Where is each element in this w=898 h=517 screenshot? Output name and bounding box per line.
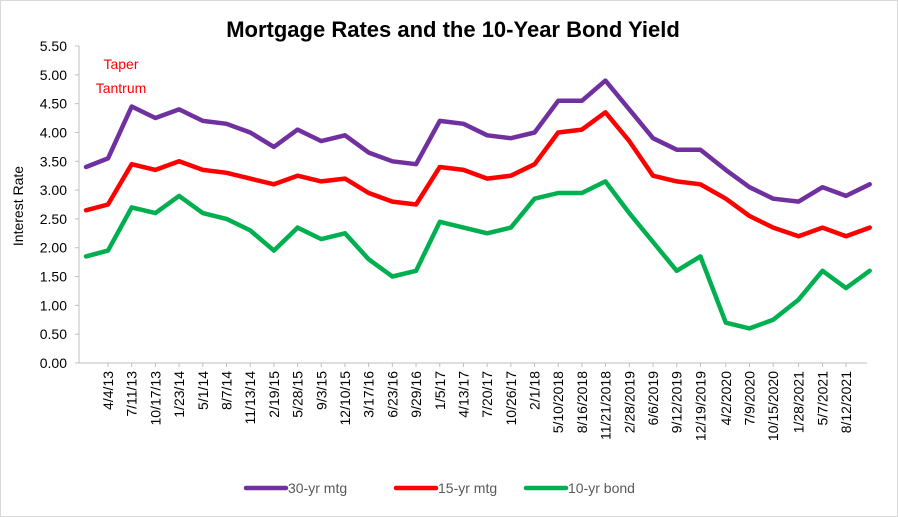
series-lines — [83, 78, 872, 331]
x-tick-label: 10/15/2020 — [765, 371, 781, 441]
y-tick-label: 2.00 — [40, 240, 67, 256]
x-tick-label: 4/2/2020 — [718, 371, 734, 426]
x-tick-label: 2/28/2019 — [621, 371, 637, 433]
legend-label: 30-yr mtg — [288, 480, 347, 496]
y-tick-label: 2.50 — [40, 211, 67, 227]
legend-label: 10-yr bond — [568, 480, 635, 496]
series-line-15-yr-mtg — [83, 110, 872, 239]
x-tick-label: 5/7/2021 — [815, 371, 831, 426]
chart-title: Mortgage Rates and the 10-Year Bond Yiel… — [226, 17, 680, 42]
y-axis-label: Interest Rate — [10, 166, 26, 246]
x-tick-label: 10/26/17 — [503, 371, 519, 426]
y-tick-label: 3.00 — [40, 182, 67, 198]
annotation-taper: Taper — [103, 56, 138, 72]
x-tick-label: 3/17/16 — [361, 371, 377, 418]
x-tick-label: 2/19/15 — [266, 371, 282, 418]
y-tick-label: 0.50 — [40, 326, 67, 342]
x-tick-label: 9/3/15 — [313, 371, 329, 410]
x-tick-label: 1/5/17 — [432, 371, 448, 410]
x-tick-label: 9/12/2019 — [669, 371, 685, 433]
y-tick-label: 5.00 — [40, 67, 67, 83]
x-tick-label: 5/10/2018 — [550, 371, 566, 433]
y-tick-label: 4.00 — [40, 124, 67, 140]
legend: 30-yr mtg 15-yr mtg 10-yr bond — [243, 480, 635, 496]
x-tick-label: 11/13/14 — [242, 371, 258, 425]
x-tick-label: 10/17/13 — [147, 371, 163, 426]
x-tick-label: 6/6/2019 — [645, 371, 661, 426]
y-tick-label: 4.50 — [40, 96, 67, 112]
x-tick-label: 8/7/14 — [218, 371, 234, 410]
x-tick-label: 7/20/17 — [479, 371, 495, 418]
x-tick-label: 1/28/2021 — [791, 371, 807, 433]
x-tick-label: 6/23/16 — [384, 371, 400, 418]
x-tick-label: 9/29/16 — [408, 371, 424, 418]
x-tick-label: 12/19/2019 — [692, 371, 708, 441]
y-tick-label: 0.00 — [40, 355, 67, 371]
x-tick-label: 1/23/14 — [171, 371, 187, 418]
x-tick-label: 7/11/13 — [124, 371, 140, 417]
series-line-30-yr-mtg — [83, 78, 872, 204]
x-tick-label: 8/16/2018 — [574, 371, 590, 433]
x-tick-label: 11/21/2018 — [597, 371, 613, 440]
x-tick-label: 2/1/18 — [527, 371, 543, 410]
x-tick-label: 8/12/2021 — [838, 371, 854, 433]
annotation-tantrum: Tantrum — [96, 80, 147, 96]
x-tick-label: 5/28/15 — [290, 371, 306, 418]
x-tick-label: 12/10/15 — [337, 371, 353, 426]
x-tick-label: 5/1/14 — [195, 371, 211, 410]
x-tick-label: 4/13/17 — [455, 371, 471, 418]
axes: 0.00 0.50 1.00 1.50 2.00 2.50 3.00 3.50 4.00 4.50… — [40, 38, 867, 441]
x-tick-label: 7/9/2020 — [742, 371, 758, 426]
legend-label: 15-yr mtg — [438, 480, 497, 496]
y-tick-label: 1.00 — [40, 297, 67, 313]
y-tick-label: 3.50 — [40, 153, 67, 169]
series-line-10-yr-bond — [83, 179, 872, 331]
x-tick-label: 4/4/13 — [100, 371, 116, 410]
y-tick-label: 5.50 — [40, 38, 67, 54]
y-tick-label: 1.50 — [40, 269, 67, 285]
